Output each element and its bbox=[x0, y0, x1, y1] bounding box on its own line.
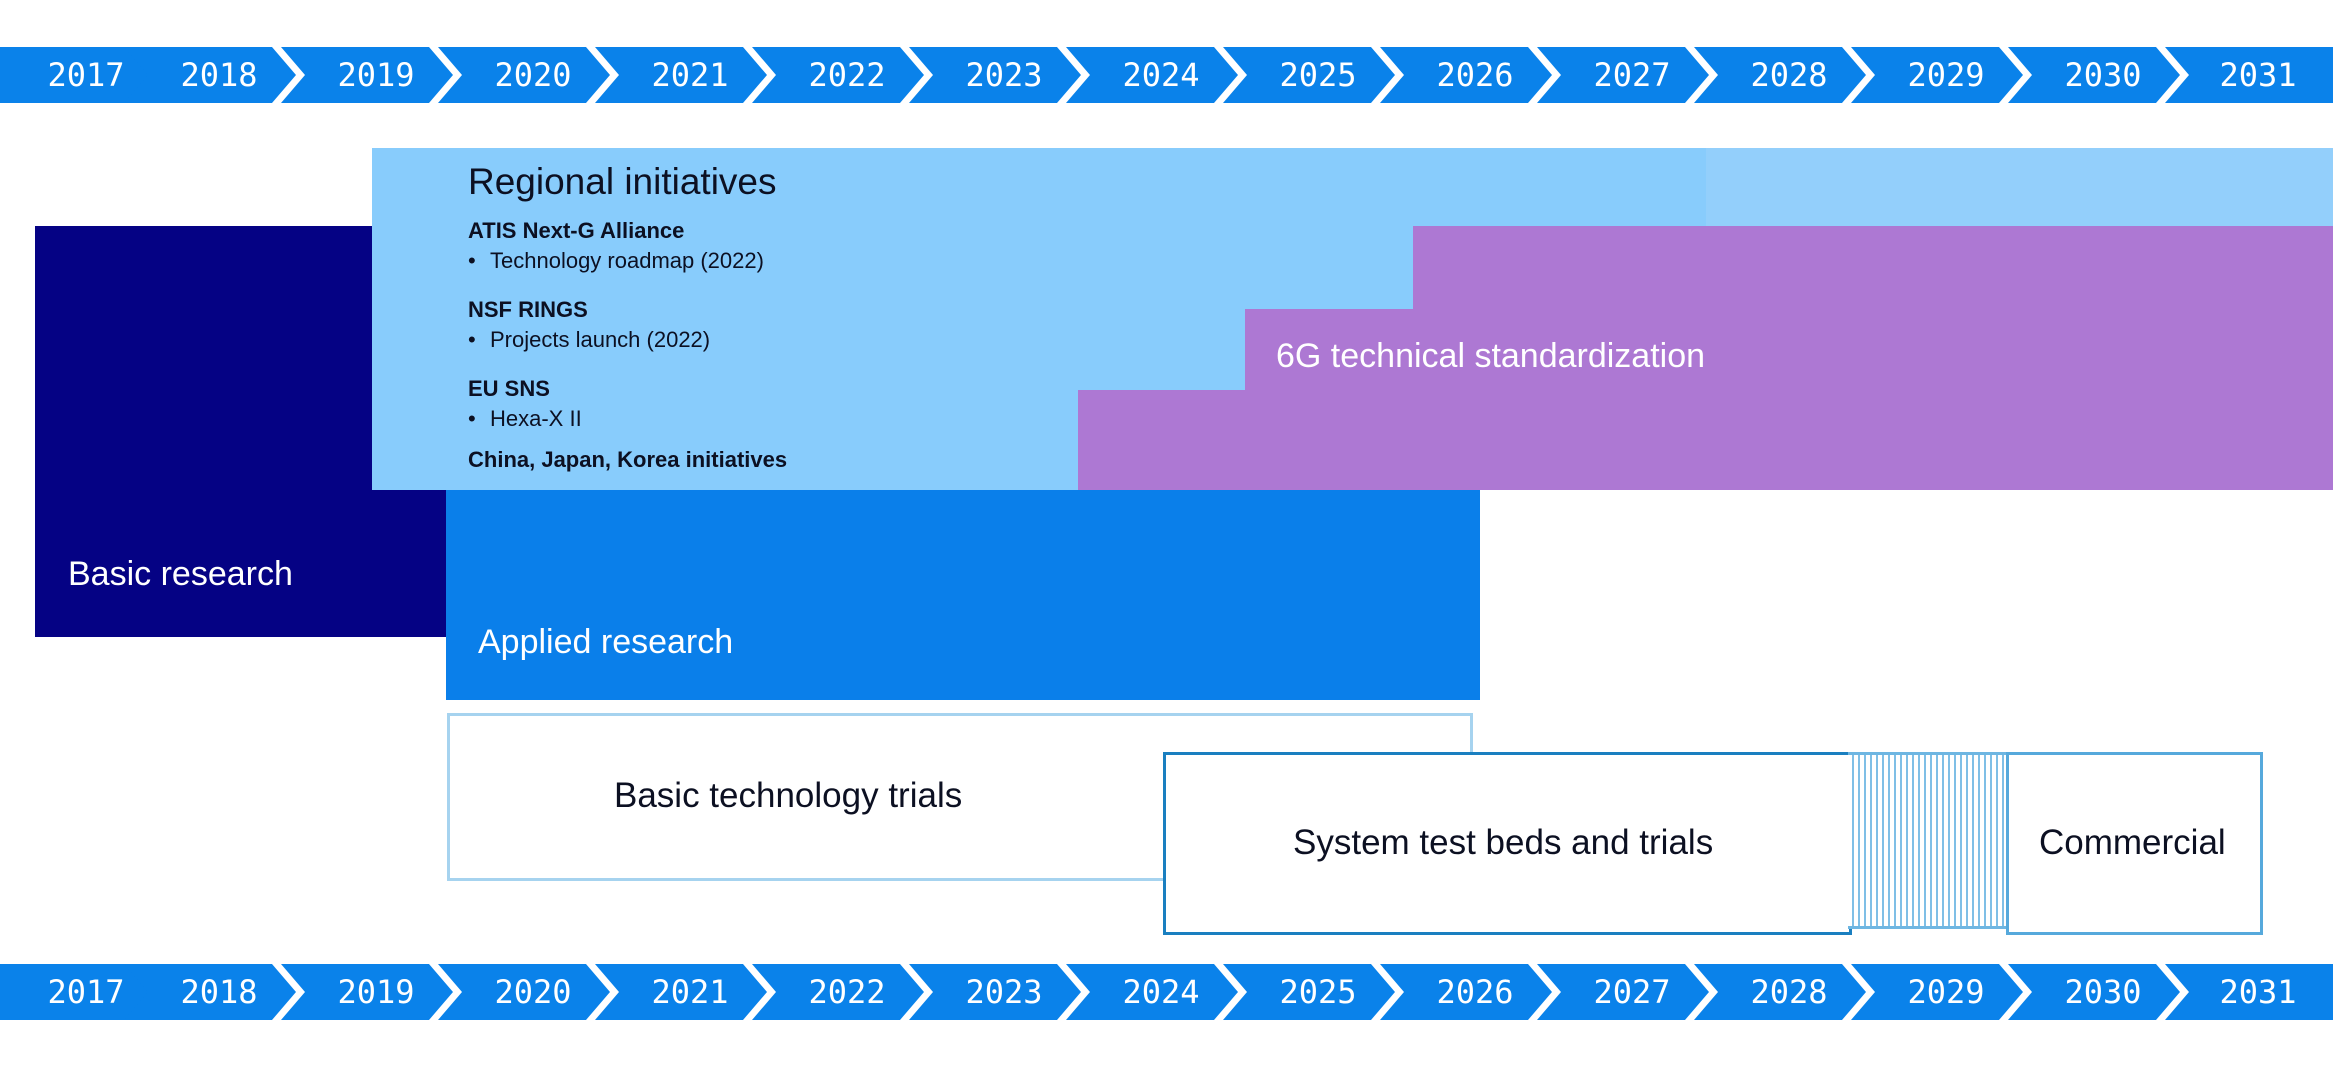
year-chevron: 2023 bbox=[909, 47, 1081, 103]
commercial-box bbox=[2006, 752, 2263, 935]
year-chevron: 2029 bbox=[1851, 964, 2023, 1020]
regional-initiatives-list: Regional initiatives ATIS Next-G Allianc… bbox=[468, 160, 787, 475]
year-chevron: 2026 bbox=[1380, 47, 1552, 103]
year-chevron: 2030 bbox=[2008, 964, 2180, 1020]
transition-hatch bbox=[1848, 752, 2008, 929]
year-chevron: 2025 bbox=[1223, 47, 1395, 103]
year-chevron: 2027 bbox=[1537, 964, 1709, 1020]
year-chevron: 2028 bbox=[1694, 47, 1866, 103]
year-chevron: 2021 bbox=[595, 47, 767, 103]
initiative-item-text: Technology roadmap (2022) bbox=[490, 248, 764, 273]
year-chevron: 2025 bbox=[1223, 964, 1395, 1020]
year-chevron: 2024 bbox=[1066, 964, 1238, 1020]
year-chevron: 2018 bbox=[124, 47, 296, 103]
initiative-name: ATIS Next-G Alliance bbox=[468, 218, 685, 243]
year-chevron: 2030 bbox=[2008, 47, 2180, 103]
basic-technology-trials-label: Basic technology trials bbox=[614, 776, 963, 815]
standardization-block bbox=[1245, 309, 2333, 390]
bullet: • bbox=[468, 406, 476, 431]
initiative-name: EU SNS bbox=[468, 376, 550, 401]
initiative-item: • Projects launch (2022) bbox=[468, 325, 787, 355]
year-chevron: 2018 bbox=[124, 964, 296, 1020]
year-chevron: 2026 bbox=[1380, 964, 1552, 1020]
applied-research-label: Applied research bbox=[478, 623, 734, 661]
standardization-block bbox=[1413, 226, 2333, 309]
year-chevron: 2029 bbox=[1851, 47, 2023, 103]
year-chevron: 2020 bbox=[438, 964, 610, 1020]
year-chevron: 2031 bbox=[2165, 964, 2333, 1020]
year-chevron: 2027 bbox=[1537, 47, 1709, 103]
standardization-label: 6G technical standardization bbox=[1276, 337, 1706, 375]
initiative-item: • Technology roadmap (2022) bbox=[468, 246, 787, 276]
year-chevron: 2022 bbox=[752, 964, 924, 1020]
year-chevron: 2028 bbox=[1694, 964, 1866, 1020]
spacer bbox=[0, 148, 372, 226]
year-chevron: 2023 bbox=[909, 964, 1081, 1020]
system-test-beds-box bbox=[1163, 752, 1852, 935]
initiative-item: • Hexa-X II bbox=[468, 404, 787, 434]
regional-title: Regional initiatives bbox=[468, 161, 777, 202]
year-chevron: 2022 bbox=[752, 47, 924, 103]
year-chevron: 2019 bbox=[281, 47, 453, 103]
timeline-top: 2017 2018 2019 2020 2021 2022 2023 2024 … bbox=[0, 47, 2333, 103]
year-chevron: 2020 bbox=[438, 47, 610, 103]
standardization-block bbox=[1078, 390, 2333, 490]
year-chevron: 2019 bbox=[281, 964, 453, 1020]
timeline-bottom: 2017 2018 2019 2020 2021 2022 2023 2024 … bbox=[0, 964, 2333, 1020]
initiative-item-text: Hexa-X II bbox=[490, 406, 582, 431]
initiative-name: China, Japan, Korea initiatives bbox=[468, 447, 788, 472]
bullet: • bbox=[468, 248, 476, 273]
year-chevron: 2024 bbox=[1066, 47, 1238, 103]
basic-research-label: Basic research bbox=[68, 555, 293, 593]
applied-research-block bbox=[446, 490, 1480, 700]
year-chevron: 2021 bbox=[595, 964, 767, 1020]
initiative-item-text: Projects launch (2022) bbox=[490, 327, 711, 352]
system-test-beds-label: System test beds and trials bbox=[1293, 823, 1714, 862]
bullet: • bbox=[468, 327, 476, 352]
regional-initiatives-tail bbox=[1706, 148, 2333, 226]
initiative-name: NSF RINGS bbox=[468, 297, 588, 322]
year-chevron: 2031 bbox=[2165, 47, 2333, 103]
commercial-label: Commercial bbox=[2039, 823, 2226, 862]
